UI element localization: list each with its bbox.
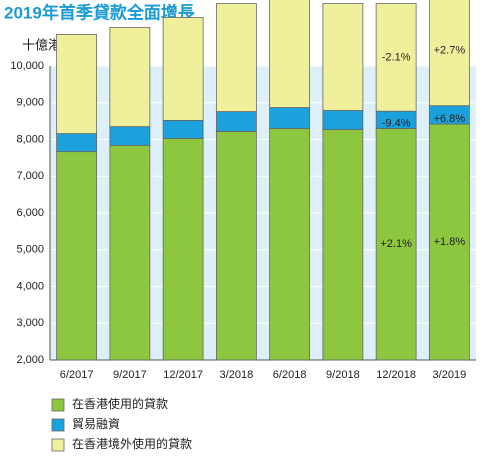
change-label: +1.8% [434,236,466,248]
change-label: -9.4% [382,118,411,130]
y-tick-label: 7,000 [16,170,44,182]
y-tick-label: 10,000 [10,60,44,72]
bar-segment [109,144,151,361]
bar-segment [109,27,151,128]
x-tick-label: 3/2019 [433,369,467,381]
x-tick-label: 6/2018 [273,369,307,381]
bar-segment [428,0,470,107]
y-tick-label: 2,000 [16,354,44,366]
bar-segment [215,131,257,361]
x-tick-label: 3/2018 [220,369,254,381]
y-tick-label: 3,000 [16,317,44,329]
bar-segment [56,133,98,153]
legend-swatch [51,438,65,452]
y-tick-label: 9,000 [16,97,44,109]
bar-segment [109,126,151,146]
chart-title: 2019年首季貸款全面增長 [4,2,196,22]
x-tick-label: 9/2017 [113,369,147,381]
bar-segment [56,151,98,361]
change-label: +6.8% [434,113,466,125]
bar-segment [322,129,364,361]
bar-segment [322,110,364,130]
y-tick-label: 8,000 [16,133,44,145]
bar-segment [162,17,204,121]
x-tick-label: 6/2017 [60,369,94,381]
x-tick-label: 9/2018 [326,369,360,381]
x-tick-label: 12/2017 [163,369,203,381]
change-label: +2.1% [380,238,412,250]
legend-label: 貿易融資 [72,417,120,431]
bar-segment [162,119,204,139]
y-tick-label: 4,000 [16,280,44,292]
change-label: +2.7% [434,44,466,56]
bar-segment [269,107,311,129]
legend-swatch [51,398,65,412]
y-tick-label: 5,000 [16,244,44,256]
y-tick-label: 6,000 [16,207,44,219]
bar-segment [162,137,204,361]
x-tick-label: 12/2018 [376,369,416,381]
bar-segment [375,3,417,112]
bar-segment [215,111,257,132]
bar-segment [428,123,470,361]
legend-swatch [51,418,65,432]
bar-segment [269,128,311,361]
legend-label: 在香港使用的貸款 [72,396,168,411]
bar-segment [56,33,98,135]
bar-segment [322,3,364,111]
bar-segment [375,128,417,361]
bar-segment [215,3,257,112]
change-label: -2.1% [382,51,411,63]
bar-segment [269,0,311,108]
legend-label: 在香港境外使用的貸款 [72,436,192,451]
total-change-label: +0.3% [380,0,412,2]
